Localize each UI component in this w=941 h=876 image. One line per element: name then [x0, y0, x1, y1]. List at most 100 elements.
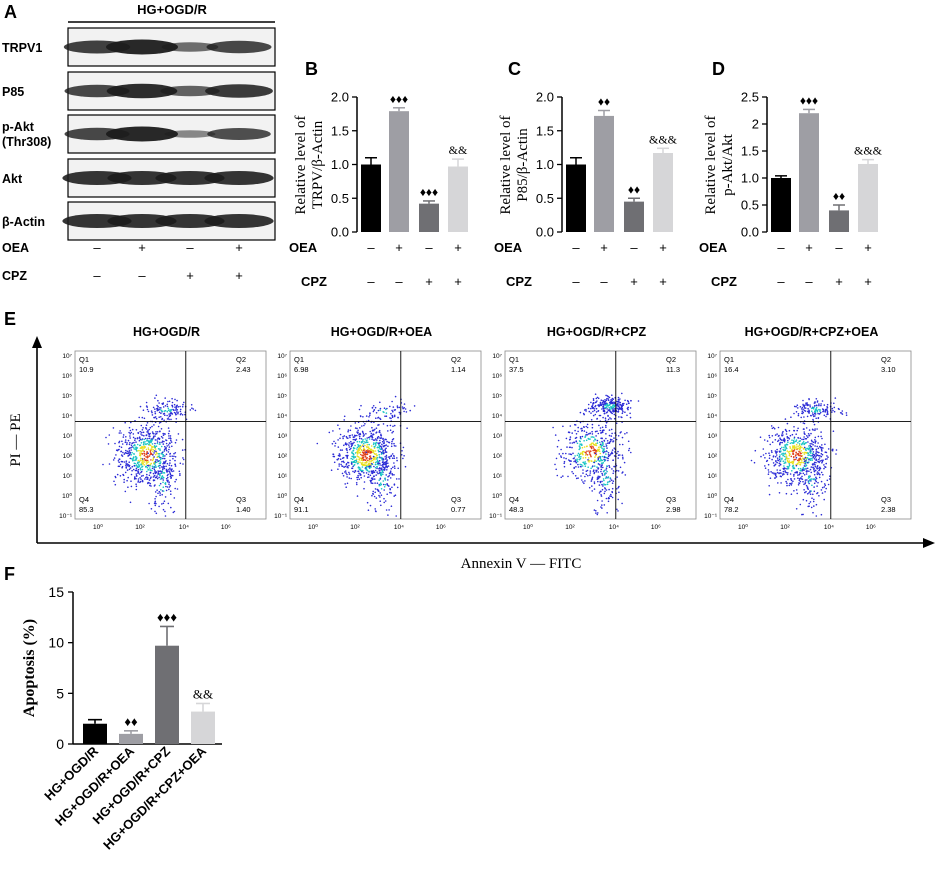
event-dot: [603, 504, 606, 506]
event-dot: [605, 497, 608, 500]
event-dot: [815, 408, 817, 411]
event-dot: [133, 453, 135, 455]
event-dot: [332, 455, 335, 458]
event-dot: [789, 447, 792, 449]
event-dot: [360, 441, 363, 443]
event-dot: [159, 470, 162, 473]
event-dot: [353, 463, 356, 466]
event-dot: [375, 441, 378, 444]
e-x-axis-label: Annexin V — FITC: [461, 556, 582, 572]
event-dot: [135, 488, 138, 491]
event-dot: [810, 471, 812, 474]
event-dot: [815, 461, 817, 464]
event-dot: [159, 492, 161, 494]
event-dot: [783, 446, 785, 449]
event-dot: [393, 409, 396, 411]
event-dot: [166, 414, 168, 417]
event-dot: [117, 448, 120, 451]
blot-band: [206, 40, 272, 54]
event-dot: [377, 460, 380, 463]
bar: [83, 723, 107, 744]
blot-cpz-sign: +: [186, 268, 194, 283]
event-dot: [792, 480, 794, 483]
blot-cpz-sign: +: [235, 268, 243, 283]
event-dot: [774, 463, 777, 466]
event-dot: [609, 477, 612, 479]
event-dot: [600, 466, 602, 468]
event-dot: [552, 426, 554, 429]
event-dot: [128, 450, 131, 452]
event-dot: [589, 472, 592, 474]
event-dot: [172, 511, 175, 514]
bar: [858, 163, 878, 232]
event-dot: [799, 406, 802, 408]
event-dot: [605, 406, 608, 409]
event-dot: [346, 443, 348, 445]
event-dot: [140, 442, 143, 444]
event-dot: [823, 414, 826, 417]
cpz-sign: –: [805, 274, 813, 289]
event-dot: [804, 463, 806, 465]
event-dot: [169, 435, 172, 437]
event-dot: [123, 453, 126, 455]
quadrant-q3-label: Q3: [236, 495, 246, 504]
event-dot: [370, 477, 373, 480]
event-dot: [577, 430, 579, 433]
event-dot: [628, 447, 631, 450]
event-dot: [402, 407, 404, 410]
event-dot: [152, 435, 155, 438]
event-dot: [603, 483, 605, 486]
event-dot: [790, 479, 793, 482]
event-dot: [159, 467, 161, 469]
event-dot: [770, 425, 773, 427]
event-dot: [789, 442, 792, 445]
event-dot: [128, 447, 131, 449]
event-dot: [566, 446, 568, 448]
event-dot: [194, 409, 197, 412]
flow-y-tick: 10⁻¹: [274, 513, 288, 520]
event-dot: [825, 462, 827, 465]
event-dot: [595, 510, 597, 512]
event-dot: [592, 398, 595, 400]
event-dot: [382, 483, 385, 486]
flow-y-tick: 10⁰: [277, 492, 287, 500]
event-dot: [595, 401, 597, 403]
event-dot: [815, 459, 817, 462]
event-dot: [597, 467, 599, 470]
event-dot: [597, 448, 599, 451]
flow-plot-frame: [289, 350, 482, 520]
event-dot: [812, 414, 815, 416]
event-dot: [169, 442, 171, 445]
event-dot: [594, 413, 597, 416]
event-dot: [578, 453, 581, 456]
event-dot: [158, 438, 161, 440]
event-dot: [365, 441, 367, 444]
event-dot: [788, 484, 791, 487]
event-dot: [144, 427, 147, 429]
bar: [389, 111, 409, 232]
event-dot: [398, 478, 400, 480]
flow-y-tick: 10⁵: [62, 393, 72, 400]
event-dot: [610, 428, 613, 431]
event-dot: [826, 479, 829, 482]
event-dot: [615, 422, 618, 425]
event-dot: [164, 515, 167, 517]
event-dot: [127, 439, 130, 442]
event-dot: [146, 470, 148, 473]
event-dot: [607, 457, 609, 460]
event-dot: [592, 414, 595, 417]
event-dot: [352, 453, 355, 456]
event-dot: [379, 450, 381, 453]
event-dot: [616, 452, 618, 455]
event-dot: [599, 414, 602, 417]
event-dot: [822, 447, 824, 449]
event-dot: [789, 453, 791, 456]
event-dot: [357, 462, 359, 464]
event-dot: [370, 457, 373, 460]
event-dot: [166, 462, 169, 465]
event-dot: [372, 457, 374, 460]
event-dot: [611, 452, 614, 455]
event-dot: [789, 446, 791, 448]
